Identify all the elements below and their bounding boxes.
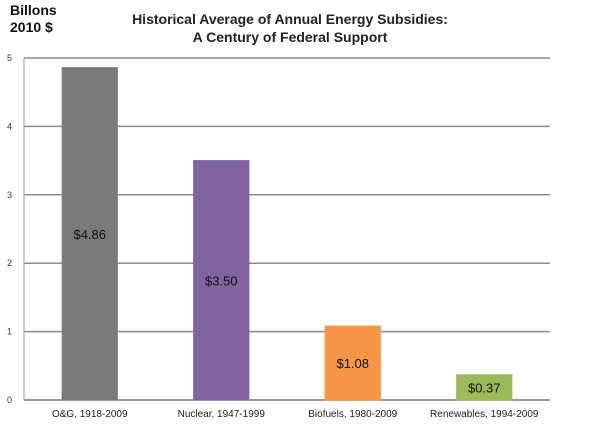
chart-title-line-2: A Century of Federal Support (192, 29, 388, 45)
y-tick-label: 4 (7, 121, 12, 131)
y-axis-unit-label: Billons 2010 $ (10, 2, 57, 36)
chart-title: Historical Average of Annual Energy Subs… (120, 10, 460, 46)
data-label: $1.08 (336, 356, 369, 371)
bar-0 (61, 67, 118, 401)
bar-1 (193, 160, 250, 401)
data-label: $4.86 (73, 227, 106, 242)
x-category-label: Nuclear, 1947-1999 (178, 409, 266, 420)
y-unit-line-1: Billons (10, 2, 57, 18)
y-tick-label: 3 (7, 190, 12, 200)
x-category-label: Biofuels, 1980-2009 (308, 409, 397, 420)
bar-2 (324, 325, 381, 401)
data-label: $3.50 (205, 273, 238, 288)
data-label: $0.37 (468, 380, 501, 395)
bar-3 (456, 374, 513, 401)
y-tick-label: 2 (7, 258, 12, 268)
labels: 0 1 2 3 4 5 $4.86 O&G, 1918-2009 $3.50 Nuclear, 1… (7, 53, 539, 420)
y-tick-label: 0 (7, 395, 12, 405)
y-tick-label: 1 (7, 327, 12, 337)
bars (61, 67, 513, 401)
chart-title-line-1: Historical Average of Annual Energy Subs… (132, 11, 448, 27)
x-category-label: Renewables, 1994-2009 (430, 409, 539, 420)
y-tick-label: 5 (7, 53, 12, 63)
y-unit-line-2: 2010 $ (10, 19, 53, 35)
x-category-label: O&G, 1918-2009 (52, 409, 128, 420)
